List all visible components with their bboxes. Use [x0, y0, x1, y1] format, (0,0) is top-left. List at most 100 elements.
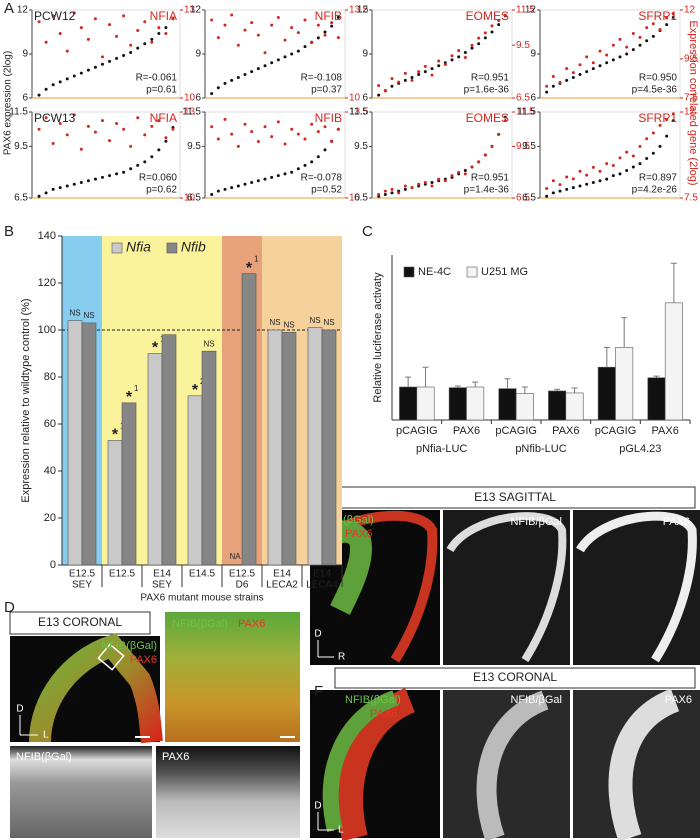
point [323, 30, 327, 34]
point [79, 147, 83, 151]
point [571, 186, 575, 190]
legend-swatch [166, 242, 178, 254]
point [108, 139, 112, 143]
point [437, 59, 441, 63]
x-axis-label: PAX6 mutant mouse strains [140, 593, 263, 604]
point [390, 84, 394, 88]
point [263, 177, 267, 181]
x-tick-label: LECA2 [266, 580, 298, 591]
point [323, 125, 327, 129]
y-tick-label: 9.5 [14, 141, 28, 152]
y-tick-label: 20 [44, 512, 56, 524]
bar [448, 387, 467, 421]
point [591, 181, 595, 185]
point [230, 13, 234, 17]
point [108, 174, 112, 178]
point [638, 144, 642, 148]
point [283, 172, 287, 176]
point [645, 26, 649, 30]
point [230, 186, 234, 190]
chart-title: SFRP1 [638, 111, 677, 125]
point [263, 51, 267, 55]
point [270, 175, 274, 179]
legend-label: Nfib [181, 239, 206, 255]
bar [498, 388, 517, 421]
point [108, 59, 112, 63]
point [565, 78, 569, 82]
point [651, 34, 655, 38]
point [276, 120, 280, 124]
point [171, 127, 175, 131]
point [450, 58, 454, 62]
point [122, 14, 126, 18]
image-label: NFIB(βGal) [101, 640, 157, 652]
point [598, 169, 602, 173]
chart-title: NFIA [150, 111, 177, 125]
point [58, 31, 62, 35]
point [216, 86, 220, 90]
point [545, 194, 549, 198]
point [443, 179, 447, 183]
point [129, 144, 133, 148]
image [10, 746, 152, 838]
point [625, 52, 629, 56]
x-tick-label: E14 [313, 569, 331, 580]
point [296, 49, 300, 53]
point [210, 193, 214, 197]
point [611, 43, 615, 47]
point [477, 42, 481, 46]
annotation: R=0.060 [139, 173, 178, 184]
legend-swatch [403, 266, 415, 278]
point [336, 15, 340, 19]
point [216, 137, 220, 141]
point [65, 133, 69, 137]
point [136, 163, 140, 167]
tissue [608, 688, 680, 840]
point [403, 71, 407, 75]
point [671, 112, 675, 116]
bar [515, 393, 534, 421]
point [303, 18, 307, 22]
significance-note: 1 [254, 255, 259, 264]
point [290, 52, 294, 56]
point [143, 133, 147, 137]
point [44, 116, 48, 120]
point [164, 136, 168, 140]
y-tick-label: 9.5 [354, 141, 368, 152]
panel-letter: C [362, 223, 373, 240]
x-tick-label: LECA4 [306, 580, 338, 591]
y-tick-label: 11.5 [9, 107, 28, 118]
annotation: R=0.897 [639, 173, 678, 184]
point [671, 12, 675, 16]
chart-title: NFIA [150, 9, 177, 23]
point [150, 37, 154, 41]
point [417, 70, 421, 74]
point [651, 131, 655, 135]
annotation: R=0.950 [639, 73, 678, 84]
point [243, 122, 247, 126]
point [457, 55, 461, 59]
bar [81, 322, 97, 566]
point [51, 83, 55, 87]
point [605, 162, 609, 166]
point [65, 184, 69, 188]
point [377, 84, 381, 88]
point [150, 124, 154, 128]
point [136, 46, 140, 50]
x-tick-label: E12.5 [69, 569, 96, 580]
point [243, 73, 247, 77]
significance-label: * [192, 382, 199, 399]
panel-d: E13 CORONAL NFIB(βGal) PAX6 D L NFIB(βGa… [9, 611, 300, 838]
point [457, 48, 461, 52]
y-tick-label: 9.5 [522, 141, 536, 152]
point [270, 61, 274, 65]
point [129, 51, 133, 55]
x-tick-label: SEY [152, 580, 172, 591]
point [236, 43, 240, 47]
point [437, 177, 441, 181]
point [565, 175, 569, 179]
x-tick-label: SEY [72, 580, 92, 591]
bar [161, 334, 177, 566]
point [256, 67, 260, 71]
point [450, 54, 454, 58]
